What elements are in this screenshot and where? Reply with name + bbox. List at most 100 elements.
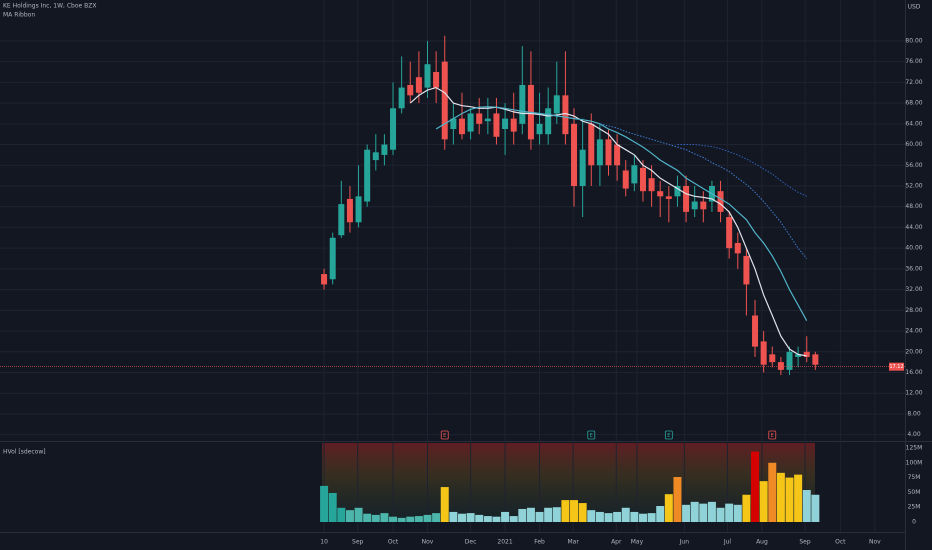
x-tick-label: Nov bbox=[869, 539, 881, 546]
y-tick-label: 16.00 bbox=[905, 369, 922, 376]
volume-bar bbox=[509, 516, 518, 523]
y-tick-label: 40.00 bbox=[905, 245, 922, 252]
x-tick-label: Dec bbox=[465, 539, 477, 546]
earnings-marker bbox=[587, 430, 596, 440]
volume-bar bbox=[406, 516, 415, 523]
y-tick-label: 100M bbox=[906, 459, 923, 466]
volume-bar bbox=[776, 472, 785, 523]
candle-body bbox=[510, 118, 517, 132]
volume-bar bbox=[457, 513, 466, 523]
candle-body bbox=[639, 167, 646, 192]
volume-bar bbox=[483, 516, 492, 523]
volume-bar bbox=[414, 516, 423, 523]
volume-bar bbox=[673, 476, 682, 523]
volume-bar bbox=[561, 500, 570, 523]
y-tick-label: 36.00 bbox=[905, 265, 922, 272]
candle-body bbox=[346, 198, 353, 223]
volume-bar bbox=[794, 474, 803, 523]
volume-bar bbox=[328, 492, 337, 523]
y-tick-label: 50M bbox=[908, 489, 921, 496]
y-tick-label: 4.00 bbox=[907, 431, 921, 438]
candle-body bbox=[321, 274, 328, 285]
y-tick-label: 125M bbox=[906, 444, 923, 451]
candle-body bbox=[484, 118, 491, 122]
volume-bar bbox=[682, 504, 691, 523]
volume-bar bbox=[630, 511, 639, 523]
volume-bar bbox=[690, 501, 699, 523]
ma-line bbox=[435, 106, 808, 321]
candle-body bbox=[786, 351, 793, 370]
earnings-label: E bbox=[771, 433, 774, 439]
volume-bar bbox=[501, 511, 510, 523]
y-tick-label: 56.00 bbox=[905, 162, 922, 169]
candle-body bbox=[614, 144, 621, 166]
volume-bar bbox=[802, 490, 811, 523]
candle-body bbox=[795, 354, 802, 357]
earnings-marker bbox=[440, 430, 449, 440]
x-tick-label: Apr bbox=[611, 539, 622, 546]
volume-bar bbox=[733, 504, 742, 523]
volume-bar bbox=[595, 511, 604, 523]
volume-bar bbox=[570, 500, 579, 523]
candle-body bbox=[579, 149, 586, 186]
x-tick-label: Nov bbox=[422, 539, 434, 546]
volume-bar bbox=[578, 503, 587, 523]
volume-bar bbox=[759, 481, 768, 523]
x-tick-label: Sep bbox=[799, 539, 811, 546]
volume-bar bbox=[492, 516, 501, 523]
volume-bar bbox=[656, 506, 665, 523]
candle-body bbox=[588, 123, 595, 166]
candle-body bbox=[674, 185, 681, 197]
candle-body bbox=[683, 185, 690, 212]
ma-line bbox=[599, 123, 808, 259]
volume-bar bbox=[647, 513, 656, 523]
earnings-marker bbox=[768, 430, 777, 440]
candle-body bbox=[700, 201, 707, 210]
volume-bar bbox=[638, 513, 647, 523]
x-tick-label: Aug bbox=[756, 539, 768, 546]
candle-body bbox=[571, 123, 578, 186]
earnings-label: E bbox=[667, 433, 670, 439]
volume-bar bbox=[518, 508, 527, 523]
y-tick-label: 32.00 bbox=[905, 286, 922, 293]
candle-body bbox=[407, 84, 414, 96]
y-tick-label: 52.00 bbox=[905, 182, 922, 189]
volume-bar bbox=[742, 494, 751, 523]
candle-body bbox=[441, 61, 448, 140]
y-tick-label: 25M bbox=[908, 504, 921, 511]
volume-bar bbox=[432, 513, 441, 523]
candle-body bbox=[665, 196, 672, 199]
volume-bar bbox=[475, 514, 484, 523]
volume-bar bbox=[621, 507, 630, 523]
last-price-label: 17.12 bbox=[889, 364, 903, 370]
y-tick-label: 8.00 bbox=[907, 410, 921, 417]
y-tick-label: 72.00 bbox=[905, 79, 922, 86]
last-price-box bbox=[889, 362, 904, 371]
earnings-label: E bbox=[443, 433, 446, 439]
candle-body bbox=[691, 201, 698, 210]
y-tick-label: 28.00 bbox=[905, 307, 922, 314]
volume-bar bbox=[725, 503, 734, 523]
volume-bar bbox=[552, 507, 561, 523]
y-tick-label: 12.00 bbox=[905, 390, 922, 397]
x-tick-label: Oct bbox=[388, 539, 399, 546]
candle-body bbox=[519, 84, 526, 124]
volume-bar bbox=[699, 503, 708, 523]
ma-line bbox=[677, 144, 807, 197]
candle-body bbox=[372, 152, 379, 161]
candle-body bbox=[657, 191, 664, 197]
volume-bar bbox=[345, 510, 354, 523]
candle-body bbox=[726, 217, 733, 249]
volume-bar bbox=[354, 507, 363, 523]
y-tick-label: 76.00 bbox=[905, 58, 922, 65]
volume-bar bbox=[423, 514, 432, 523]
volume-bar bbox=[768, 462, 777, 523]
candle-body bbox=[476, 113, 483, 124]
volume-bar bbox=[785, 477, 794, 523]
volume-bar bbox=[337, 507, 346, 523]
volume-bar bbox=[526, 507, 535, 523]
candle-body bbox=[605, 139, 612, 166]
candle-body bbox=[553, 95, 560, 114]
